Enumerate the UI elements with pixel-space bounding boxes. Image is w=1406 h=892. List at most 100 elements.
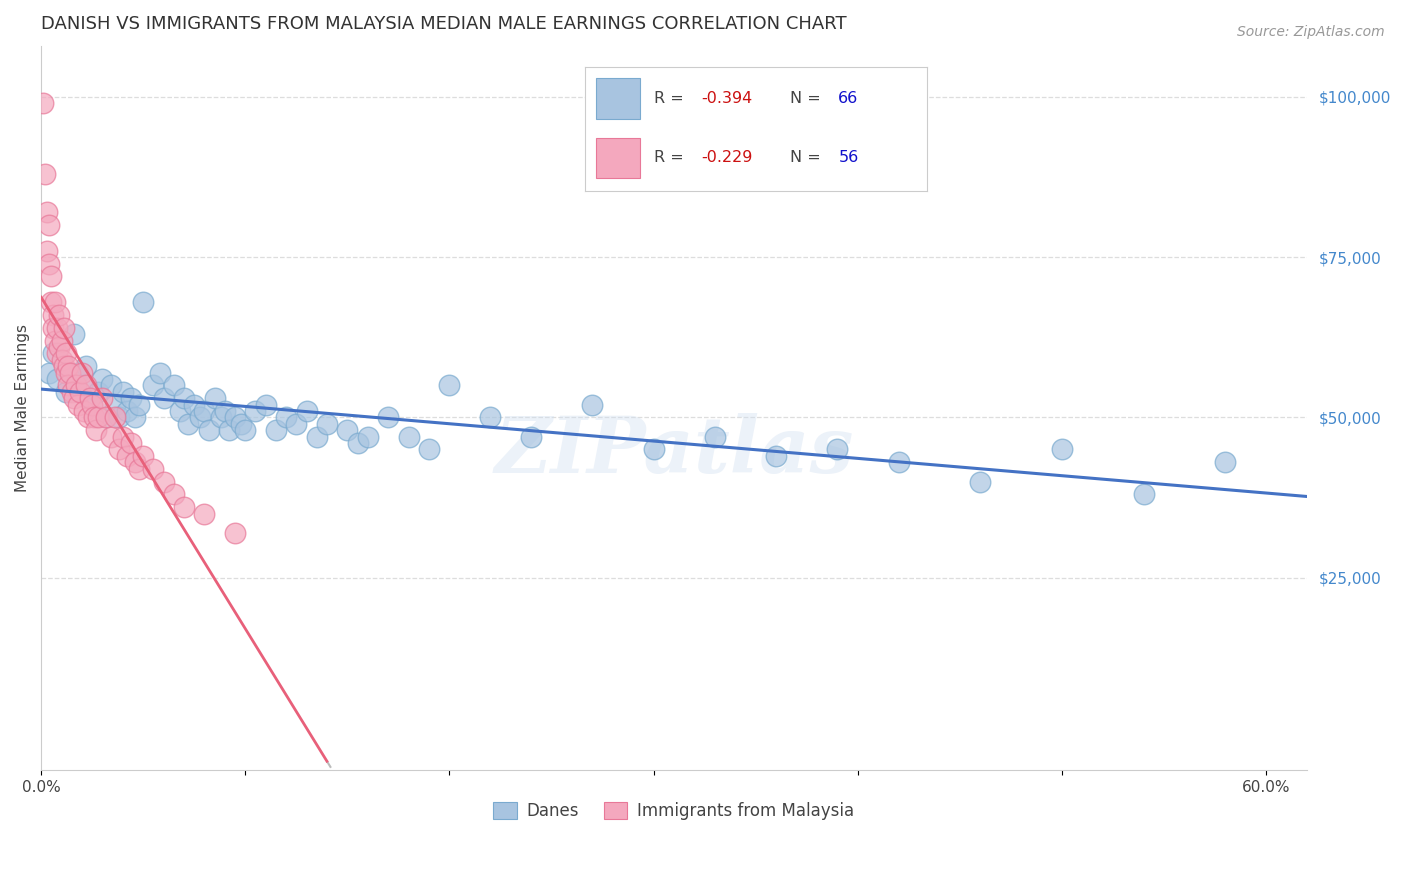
Point [48, 340, 70, 354]
Point [115, 449, 138, 463]
Point [120, 436, 142, 450]
Point [120, 391, 142, 405]
Point [969, 475, 991, 489]
Point [52, 359, 75, 374]
Point [173, 391, 195, 405]
Point [56, 359, 79, 374]
Point [77, 410, 100, 425]
Point [173, 500, 195, 515]
Point [82, 398, 104, 412]
Point [52, 320, 75, 334]
Point [188, 410, 211, 425]
Point [73, 404, 96, 418]
Point [75, 359, 97, 374]
Point [65, 378, 87, 392]
Point [231, 417, 253, 431]
Point [56, 378, 79, 392]
Point [128, 461, 150, 475]
Point [132, 449, 155, 463]
Point [46, 372, 69, 386]
Point [264, 423, 287, 437]
Point [377, 410, 399, 425]
Point [254, 398, 277, 412]
Point [439, 378, 461, 392]
Point [44, 295, 66, 310]
Point [91, 391, 114, 405]
Point [87, 410, 110, 425]
Point [42, 308, 65, 322]
Point [42, 346, 65, 360]
Point [75, 378, 97, 392]
Point [827, 442, 849, 457]
Point [107, 442, 129, 457]
Point [62, 327, 84, 342]
Y-axis label: Median Male Earnings: Median Male Earnings [15, 324, 30, 491]
Point [70, 366, 93, 380]
Point [39, 295, 62, 310]
Point [520, 430, 543, 444]
Point [398, 430, 420, 444]
Point [42, 320, 65, 334]
Point [91, 372, 114, 386]
Point [1132, 487, 1154, 501]
Point [79, 391, 101, 405]
Point [887, 455, 910, 469]
Point [69, 384, 91, 399]
Point [32, 96, 55, 111]
Point [479, 410, 502, 425]
Point [183, 398, 205, 412]
Point [163, 487, 186, 501]
Point [336, 423, 359, 437]
Point [104, 398, 127, 412]
Point [305, 430, 328, 444]
Point [51, 334, 73, 348]
Point [82, 398, 104, 412]
Point [163, 378, 186, 392]
Point [285, 417, 308, 431]
Point [37, 244, 59, 258]
Point [55, 384, 77, 399]
Point [111, 384, 134, 399]
Text: Source: ZipAtlas.com: Source: ZipAtlas.com [1237, 25, 1385, 39]
Point [104, 410, 127, 425]
Point [124, 455, 146, 469]
Point [66, 398, 89, 412]
Point [48, 308, 70, 322]
Point [37, 205, 59, 219]
Point [60, 384, 83, 399]
Point [295, 404, 318, 418]
Point [100, 378, 122, 392]
Point [55, 366, 77, 380]
Point [62, 391, 84, 405]
Point [245, 404, 267, 418]
Text: DANISH VS IMMIGRANTS FROM MALAYSIA MEDIAN MALE EARNINGS CORRELATION CHART: DANISH VS IMMIGRANTS FROM MALAYSIA MEDIA… [41, 15, 846, 33]
Point [169, 404, 191, 418]
Point [124, 410, 146, 425]
Point [38, 257, 60, 271]
Point [38, 218, 60, 232]
Point [224, 525, 246, 540]
Point [197, 423, 219, 437]
Point [107, 410, 129, 425]
Point [152, 475, 174, 489]
Point [357, 430, 380, 444]
Point [765, 449, 787, 463]
Point [703, 430, 725, 444]
Point [38, 366, 60, 380]
Point [209, 410, 232, 425]
Legend: Danes, Immigrants from Malaysia: Danes, Immigrants from Malaysia [486, 796, 862, 827]
Point [224, 410, 246, 425]
Point [148, 366, 170, 380]
Point [96, 410, 118, 425]
Point [274, 410, 297, 425]
Point [46, 346, 69, 360]
Point [132, 295, 155, 310]
Point [418, 442, 440, 457]
Point [128, 398, 150, 412]
Point [83, 410, 105, 425]
Point [84, 423, 107, 437]
Point [193, 507, 215, 521]
Point [59, 366, 82, 380]
Point [100, 430, 122, 444]
Point [193, 404, 215, 418]
